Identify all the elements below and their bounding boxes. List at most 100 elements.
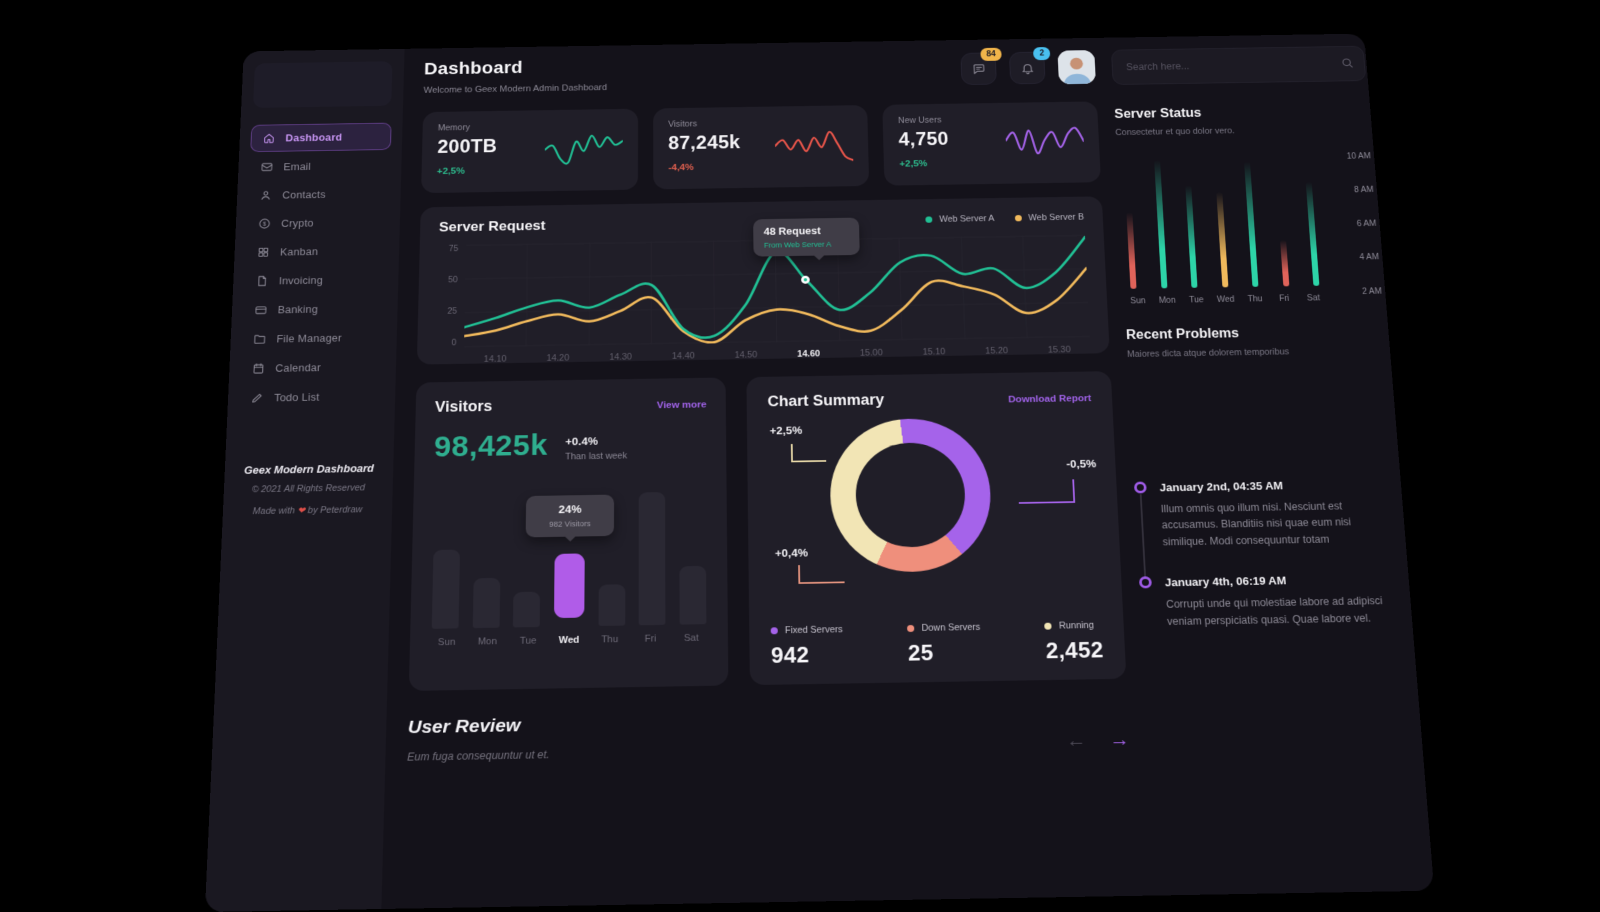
sidebar-item-email[interactable]: Email — [249, 152, 391, 180]
server-status-section: Server Status Consectetur et quo dolor v… — [1114, 104, 1384, 306]
dollar-circle-icon: $ — [258, 218, 271, 230]
legend-value: 2,452 — [1045, 638, 1104, 664]
recent-problems-section: Recent Problems Maiores dicta atque dolo… — [1126, 324, 1389, 359]
legend-value: 25 — [908, 640, 982, 666]
day-label-active: Wed — [554, 635, 584, 646]
x-tick: 15.00 — [840, 348, 903, 359]
sidebar-item-calendar[interactable]: Calendar — [240, 353, 385, 382]
sidebar-item-label: Contacts — [282, 189, 326, 201]
y-tick: 0 — [436, 339, 456, 348]
sidebar-item-label: Dashboard — [285, 132, 342, 144]
folder-icon — [253, 333, 266, 345]
status-day-labels: Sun Mon Tue Wed Thu Fri Sat — [1124, 294, 1327, 306]
visitors-delta-note: Than last week — [565, 451, 627, 462]
stat-card-visitors: Visitors 87,245k -4,4% — [653, 105, 870, 189]
home-icon — [262, 132, 275, 144]
status-bar-wed — [1216, 192, 1228, 288]
sidebar-item-invoicing[interactable]: Invoicing — [244, 266, 388, 295]
donut-chart — [829, 418, 993, 574]
user-review-subtitle: Eum fuga consequuntur ut et. — [407, 748, 550, 763]
stat-label: Visitors — [668, 119, 740, 129]
legend-label: Running — [1059, 620, 1094, 631]
legend-label: Web Server A — [939, 214, 994, 224]
day-label: Fri — [635, 633, 665, 644]
legend-fixed-servers: Fixed Servers 942 — [771, 624, 844, 669]
legend-dot — [907, 625, 914, 632]
day-label: Mon — [1155, 296, 1180, 305]
sidebar-item-dashboard[interactable]: Dashboard — [250, 123, 391, 152]
prev-arrow-icon[interactable]: ← — [1066, 729, 1087, 752]
sidebar: Dashboard Email Contacts $ Crypto Kanban… — [205, 49, 405, 912]
stat-delta: +2,5% — [437, 166, 497, 176]
user-avatar[interactable] — [1057, 50, 1096, 84]
heart-icon: ❤ — [297, 506, 305, 516]
pencil-icon — [250, 392, 264, 405]
legend-web-server-a: Web Server A — [926, 214, 995, 225]
search-input[interactable] — [1111, 46, 1366, 85]
timeline-item: January 2nd, 04:35 AM Illum omnis quo il… — [1134, 477, 1404, 551]
page-title: Dashboard — [424, 56, 607, 79]
recent-problems-title: Recent Problems — [1126, 324, 1388, 343]
tooltip-caret — [565, 531, 576, 542]
status-bar-tue — [1185, 185, 1197, 287]
x-tick: 14.10 — [464, 354, 527, 365]
status-time-labels: 10 AM 8 AM 6 AM 4 AM 2 AM — [1316, 149, 1384, 297]
stat-delta: +2,5% — [899, 159, 949, 169]
user-icon — [259, 189, 272, 201]
stat-card-new-users: New Users 4,750 +2,5% — [883, 101, 1101, 185]
search-box — [1111, 46, 1366, 85]
server-request-card: Server Request Web Server A Web Server B… — [417, 196, 1110, 364]
day-label: Wed — [1213, 295, 1238, 304]
sidebar-item-banking[interactable]: Banking — [243, 295, 387, 324]
stat-delta: -4,4% — [668, 162, 740, 173]
sidebar-item-crypto[interactable]: $ Crypto — [246, 209, 389, 237]
search-icon[interactable] — [1340, 57, 1354, 69]
sidebar-item-todo-list[interactable]: Todo List — [239, 382, 384, 412]
x-tick: 15.30 — [1028, 345, 1091, 356]
sidebar-item-contacts[interactable]: Contacts — [248, 180, 390, 208]
download-report-link[interactable]: Download Report — [1008, 394, 1091, 405]
legend-running: Running 2,452 — [1045, 620, 1105, 664]
sidebar-item-label: Kanban — [280, 246, 318, 258]
tooltip-percent: 24% — [526, 502, 614, 516]
timeline-date: January 4th, 06:19 AM — [1165, 572, 1398, 589]
sidebar-item-label: Crypto — [281, 217, 314, 229]
stat-value: 4,750 — [898, 128, 949, 150]
stat-label: New Users — [898, 115, 948, 125]
day-label: Mon — [472, 636, 503, 647]
visitors-bar-chart: 24% 982 Visitors — [430, 480, 708, 629]
callout-line — [791, 444, 793, 461]
credit-suffix: by Peterdraw — [308, 505, 363, 516]
y-tick: 25 — [437, 307, 457, 316]
bar-sun — [432, 550, 460, 629]
view-more-link[interactable]: View more — [657, 400, 707, 411]
time-tick: 6 AM — [1356, 219, 1376, 228]
calendar-icon — [252, 362, 266, 374]
page-subtitle: Welcome to Geex Modern Admin Dashboard — [423, 83, 607, 95]
sidebar-item-label: Invoicing — [279, 274, 323, 286]
x-tick: 14.40 — [652, 351, 715, 362]
visitors-title: Visitors — [435, 398, 493, 416]
y-axis-labels: 75 50 25 0 — [436, 245, 466, 348]
tooltip-value: 48 Request — [764, 225, 850, 237]
stat-value: 87,245k — [668, 132, 740, 154]
sidebar-item-label: File Manager — [276, 332, 342, 344]
main-content: Dashboard Welcome to Geex Modern Admin D… — [407, 49, 1130, 764]
time-tick: 2 AM — [1362, 287, 1382, 296]
messages-button[interactable]: 84 — [960, 52, 996, 85]
sidebar-item-label: Todo List — [274, 391, 320, 403]
visitors-delta: +0.4% — [565, 434, 627, 447]
notifications-button[interactable]: 2 — [1009, 52, 1046, 85]
user-review-section: User Review Eum fuga consequuntur ut et.… — [407, 705, 1130, 763]
next-arrow-icon[interactable]: → — [1109, 728, 1130, 751]
legend-dot — [1045, 623, 1052, 630]
callout-fixed: -0,5% — [1066, 457, 1096, 470]
sidebar-item-file-manager[interactable]: File Manager — [241, 324, 386, 353]
sidebar-item-kanban[interactable]: Kanban — [245, 237, 388, 266]
x-tick: 14.20 — [526, 353, 589, 364]
x-tick: 15.10 — [903, 347, 966, 358]
bar-wed-active[interactable] — [554, 554, 585, 619]
timeline-date: January 2nd, 04:35 AM — [1159, 477, 1390, 493]
day-label: Fri — [1272, 294, 1297, 303]
stat-value: 200TB — [437, 136, 497, 158]
